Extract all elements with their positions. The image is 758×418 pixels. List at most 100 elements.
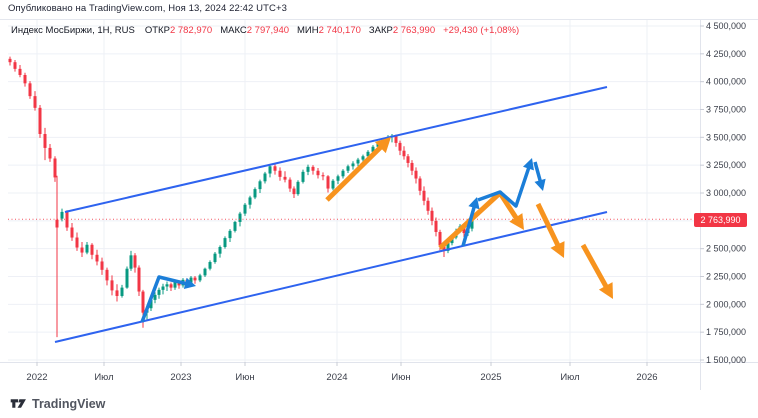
candle-down bbox=[414, 170, 418, 179]
candle-down bbox=[8, 58, 12, 63]
candle-down bbox=[426, 200, 430, 211]
time-axis-label: Июн bbox=[235, 372, 254, 383]
grid-layer bbox=[8, 20, 700, 362]
blue-zigzag-2022[interactable] bbox=[140, 275, 191, 323]
candle-up bbox=[336, 176, 340, 181]
candle-down bbox=[418, 178, 422, 191]
candle-down bbox=[95, 254, 99, 262]
candle-up bbox=[189, 277, 193, 283]
candle-up bbox=[371, 146, 375, 152]
candle-up bbox=[470, 219, 474, 229]
price-axis[interactable]: 4 500,000 4 250,000 4 000,000 3 750,000 3 50… bbox=[700, 21, 746, 365]
price-axis-label: 4 500,000 bbox=[706, 21, 746, 31]
price-axis-label: 3 750,000 bbox=[706, 105, 746, 115]
candle-down bbox=[278, 170, 282, 177]
time-axis-label: 2026 bbox=[636, 372, 657, 383]
candle-up bbox=[351, 163, 355, 167]
tradingview-logo-icon bbox=[10, 396, 27, 411]
blue-down-arrow[interactable] bbox=[533, 161, 544, 186]
candle-down bbox=[141, 291, 145, 313]
candle-up bbox=[356, 159, 360, 164]
candle-down bbox=[115, 290, 119, 296]
candle-down bbox=[33, 96, 37, 108]
candle-down bbox=[462, 226, 466, 234]
time-axis-label: 2023 bbox=[170, 372, 191, 383]
candle-down bbox=[326, 176, 330, 189]
candle-down bbox=[321, 175, 325, 177]
candle-up bbox=[248, 197, 252, 205]
candle-up bbox=[60, 211, 64, 219]
candle-down bbox=[43, 133, 47, 148]
last-price-badge: 2 763,990 bbox=[694, 212, 747, 227]
candle-down bbox=[55, 219, 59, 228]
candle-up bbox=[213, 253, 217, 263]
tradingview-watermark[interactable]: TradingView bbox=[10, 396, 105, 411]
candle-down bbox=[430, 210, 434, 221]
candle-down bbox=[100, 261, 104, 270]
candle-up bbox=[85, 244, 89, 253]
candle-up bbox=[203, 268, 207, 276]
drawings-layer bbox=[8, 86, 700, 343]
candle-up bbox=[233, 221, 237, 231]
candle-up bbox=[149, 299, 153, 309]
candle-up bbox=[218, 246, 222, 254]
candle-down bbox=[38, 107, 42, 134]
candle-down bbox=[442, 245, 446, 251]
candle-down bbox=[311, 166, 315, 171]
candle-up bbox=[238, 213, 242, 222]
candle-up bbox=[341, 170, 345, 177]
ohlc-low: МИН2 740,170 bbox=[297, 25, 361, 36]
candle-down bbox=[48, 147, 52, 159]
candle-down bbox=[177, 282, 181, 286]
lower-channel-line[interactable] bbox=[54, 211, 608, 343]
candle-down bbox=[283, 176, 287, 180]
blue-up-arrow-1[interactable] bbox=[461, 202, 478, 247]
blue-zigzag-2025[interactable] bbox=[477, 163, 532, 208]
candle-down bbox=[28, 83, 32, 97]
candle-down bbox=[90, 244, 94, 255]
orange-down-arrow-2[interactable] bbox=[580, 243, 612, 294]
candle-down bbox=[402, 150, 406, 157]
candle-up bbox=[243, 204, 247, 214]
time-axis-label: Июл bbox=[560, 372, 579, 383]
candle-up bbox=[161, 286, 165, 290]
time-axis[interactable]: 2022 Июл 2023 Июн 2024 Июн 2025 Июл 2026 bbox=[26, 362, 658, 383]
watermark-label: TradingView bbox=[32, 396, 106, 411]
axes-layer bbox=[0, 20, 758, 390]
candle-down bbox=[169, 284, 173, 288]
candle-down bbox=[105, 269, 109, 281]
candle-up bbox=[228, 230, 232, 239]
candle-up bbox=[125, 268, 129, 288]
ohlc-high: МАКС2 797,940 bbox=[220, 25, 290, 36]
price-axis-label: 1 500,000 bbox=[706, 355, 746, 365]
orange-down-arrow-1[interactable] bbox=[535, 202, 563, 252]
candle-up bbox=[153, 294, 157, 300]
candle-up bbox=[129, 255, 133, 269]
upper-channel-line[interactable] bbox=[64, 86, 608, 213]
candle-down bbox=[65, 211, 69, 228]
candle-up bbox=[301, 171, 305, 182]
candle-up bbox=[173, 282, 177, 288]
candle-down bbox=[193, 277, 197, 281]
candle-down bbox=[288, 179, 292, 189]
candle-down bbox=[13, 62, 17, 69]
candle-down bbox=[398, 142, 402, 151]
price-axis-label: 2 500,000 bbox=[706, 244, 746, 254]
change-value: +29,430 (+1,08%) bbox=[443, 25, 520, 36]
candle-up bbox=[268, 166, 272, 174]
price-axis-label: 2 250,000 bbox=[706, 272, 746, 282]
candle-up bbox=[120, 287, 124, 296]
price-axis-label: 1 750,000 bbox=[706, 327, 746, 337]
published-text: Опубликовано на TradingView.com, Ноя 13,… bbox=[8, 3, 287, 14]
price-axis-label: 3 500,000 bbox=[706, 132, 746, 142]
orange-trend-arrow-2024[interactable] bbox=[325, 141, 387, 202]
candle-up bbox=[253, 189, 257, 198]
price-axis-label: 3 000,000 bbox=[706, 188, 746, 198]
candle-up bbox=[361, 156, 365, 160]
symbol-legend[interactable]: Индекс МосБиржи, 1H, RUS ОТКР2 782,970 МАК… bbox=[11, 25, 519, 36]
candle-down bbox=[18, 68, 22, 75]
price-axis-label: 2 000,000 bbox=[706, 299, 746, 309]
candle-down bbox=[434, 220, 438, 232]
price-axis-label: 4 250,000 bbox=[706, 49, 746, 59]
